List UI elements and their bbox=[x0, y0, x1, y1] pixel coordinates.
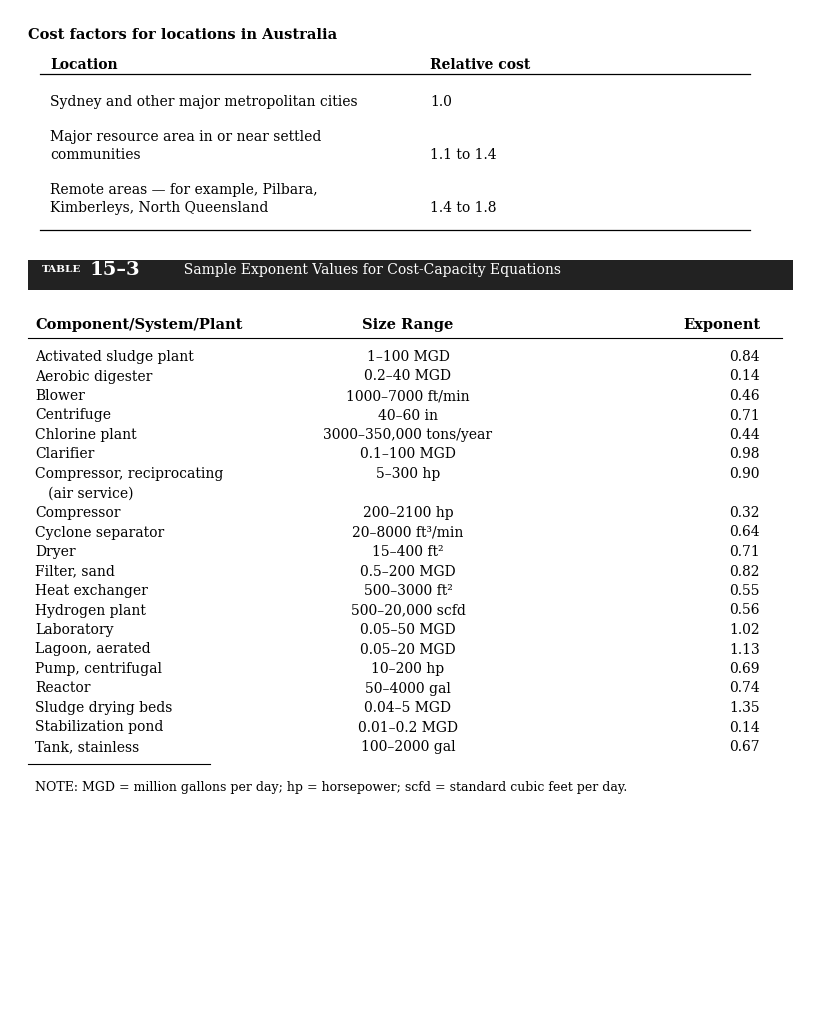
Text: Filter, sand: Filter, sand bbox=[35, 564, 115, 579]
Text: Aerobic digester: Aerobic digester bbox=[35, 370, 153, 384]
Text: 5–300 hp: 5–300 hp bbox=[376, 467, 440, 481]
Text: Dryer: Dryer bbox=[35, 545, 76, 559]
Text: 0.71: 0.71 bbox=[729, 545, 760, 559]
Text: 0.56: 0.56 bbox=[730, 603, 760, 617]
Text: 500–3000 ft²: 500–3000 ft² bbox=[364, 584, 452, 598]
Text: 0.1–100 MGD: 0.1–100 MGD bbox=[360, 447, 456, 462]
Text: Component/System/Plant: Component/System/Plant bbox=[35, 318, 242, 332]
Text: Chlorine plant: Chlorine plant bbox=[35, 428, 136, 442]
Text: 0.2–40 MGD: 0.2–40 MGD bbox=[365, 370, 452, 384]
Text: communities: communities bbox=[50, 148, 140, 162]
Text: 0.55: 0.55 bbox=[730, 584, 760, 598]
Text: Relative cost: Relative cost bbox=[430, 58, 530, 72]
Text: 15–400 ft²: 15–400 ft² bbox=[372, 545, 444, 559]
Text: Major resource area in or near settled: Major resource area in or near settled bbox=[50, 130, 321, 144]
Text: 0.71: 0.71 bbox=[729, 409, 760, 423]
Text: 1.13: 1.13 bbox=[729, 642, 760, 656]
Text: 0.98: 0.98 bbox=[730, 447, 760, 462]
Text: 1.1 to 1.4: 1.1 to 1.4 bbox=[430, 148, 497, 162]
Text: 1–100 MGD: 1–100 MGD bbox=[366, 350, 449, 364]
Text: Activated sludge plant: Activated sludge plant bbox=[35, 350, 194, 364]
Text: Pump, centrifugal: Pump, centrifugal bbox=[35, 662, 162, 676]
Text: 1.0: 1.0 bbox=[430, 95, 452, 109]
Text: 50–4000 gal: 50–4000 gal bbox=[365, 682, 451, 695]
Text: 0.14: 0.14 bbox=[729, 721, 760, 734]
Text: Kimberleys, North Queensland: Kimberleys, North Queensland bbox=[50, 201, 268, 215]
Text: 1.35: 1.35 bbox=[729, 701, 760, 715]
Text: Lagoon, aerated: Lagoon, aerated bbox=[35, 642, 150, 656]
Text: Remote areas — for example, Pilbara,: Remote areas — for example, Pilbara, bbox=[50, 183, 318, 197]
Text: 0.82: 0.82 bbox=[730, 564, 760, 579]
Text: Cyclone separator: Cyclone separator bbox=[35, 525, 164, 540]
Text: Blower: Blower bbox=[35, 389, 85, 403]
Text: Compressor, reciprocating: Compressor, reciprocating bbox=[35, 467, 223, 481]
Text: 1.4 to 1.8: 1.4 to 1.8 bbox=[430, 201, 497, 215]
Text: 0.90: 0.90 bbox=[730, 467, 760, 481]
Text: 200–2100 hp: 200–2100 hp bbox=[363, 506, 453, 520]
Text: 40–60 in: 40–60 in bbox=[378, 409, 438, 423]
Text: 0.5–200 MGD: 0.5–200 MGD bbox=[360, 564, 456, 579]
Text: 10–200 hp: 10–200 hp bbox=[371, 662, 444, 676]
Text: 0.64: 0.64 bbox=[729, 525, 760, 540]
Text: (air service): (air service) bbox=[35, 486, 134, 501]
Text: 0.04–5 MGD: 0.04–5 MGD bbox=[365, 701, 452, 715]
Text: Tank, stainless: Tank, stainless bbox=[35, 740, 140, 754]
Text: 1000–7000 ft/min: 1000–7000 ft/min bbox=[346, 389, 470, 403]
Text: 1.02: 1.02 bbox=[729, 623, 760, 637]
Text: 100–2000 gal: 100–2000 gal bbox=[360, 740, 456, 754]
Text: 0.46: 0.46 bbox=[729, 389, 760, 403]
Text: Stabilization pond: Stabilization pond bbox=[35, 721, 163, 734]
Text: Size Range: Size Range bbox=[362, 318, 454, 332]
Text: Sludge drying beds: Sludge drying beds bbox=[35, 701, 172, 715]
Text: 500–20,000 scfd: 500–20,000 scfd bbox=[351, 603, 466, 617]
Text: 20–8000 ft³/min: 20–8000 ft³/min bbox=[352, 525, 464, 540]
Text: 0.05–20 MGD: 0.05–20 MGD bbox=[360, 642, 456, 656]
Text: Exponent: Exponent bbox=[683, 318, 760, 332]
Text: Hydrogen plant: Hydrogen plant bbox=[35, 603, 146, 617]
Text: Heat exchanger: Heat exchanger bbox=[35, 584, 148, 598]
Text: 0.74: 0.74 bbox=[729, 682, 760, 695]
Text: 0.01–0.2 MGD: 0.01–0.2 MGD bbox=[358, 721, 458, 734]
Text: Clarifier: Clarifier bbox=[35, 447, 94, 462]
Text: 0.14: 0.14 bbox=[729, 370, 760, 384]
Text: 15–3: 15–3 bbox=[90, 261, 140, 279]
Text: 0.05–50 MGD: 0.05–50 MGD bbox=[360, 623, 456, 637]
Text: 3000–350,000 tons/year: 3000–350,000 tons/year bbox=[323, 428, 493, 442]
Text: 0.69: 0.69 bbox=[730, 662, 760, 676]
Bar bbox=[28, 260, 793, 290]
Text: TABLE: TABLE bbox=[42, 265, 81, 274]
Text: Cost factors for locations in Australia: Cost factors for locations in Australia bbox=[28, 28, 337, 42]
Text: Reactor: Reactor bbox=[35, 682, 90, 695]
Text: NOTE: MGD = million gallons per day; hp = horsepower; scfd = standard cubic feet: NOTE: MGD = million gallons per day; hp … bbox=[35, 781, 627, 795]
Text: 0.32: 0.32 bbox=[730, 506, 760, 520]
Text: 0.84: 0.84 bbox=[729, 350, 760, 364]
Text: 0.67: 0.67 bbox=[729, 740, 760, 754]
Text: 0.44: 0.44 bbox=[729, 428, 760, 442]
Text: Sydney and other major metropolitan cities: Sydney and other major metropolitan citi… bbox=[50, 95, 358, 109]
Text: Laboratory: Laboratory bbox=[35, 623, 113, 637]
Text: Location: Location bbox=[50, 58, 117, 72]
Text: Sample Exponent Values for Cost-Capacity Equations: Sample Exponent Values for Cost-Capacity… bbox=[175, 263, 561, 278]
Text: Compressor: Compressor bbox=[35, 506, 121, 520]
Text: Centrifuge: Centrifuge bbox=[35, 409, 111, 423]
